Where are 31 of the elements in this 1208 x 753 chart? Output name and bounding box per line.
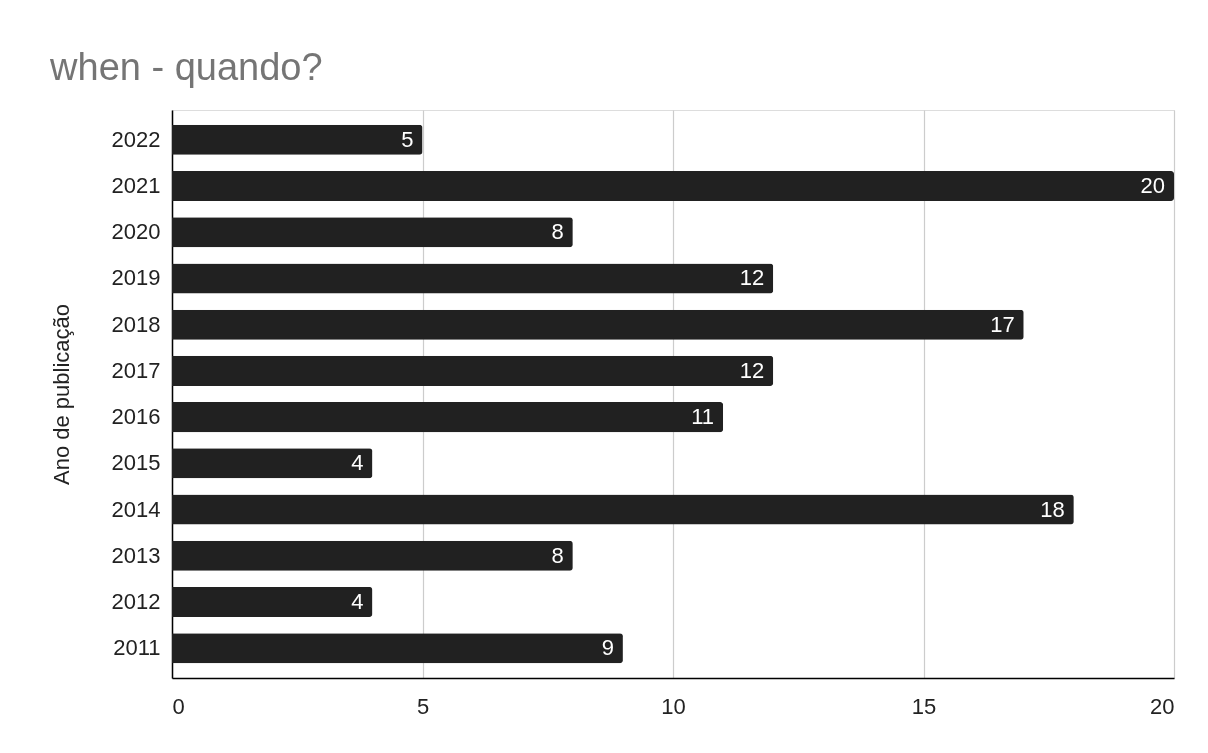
data-label: 11 [691, 404, 715, 430]
y-tick-label: 2021 [111, 173, 161, 199]
data-label: 4 [351, 450, 364, 476]
y-tick-label: 2012 [111, 588, 161, 614]
y-tick-label: 2018 [111, 311, 161, 337]
y-axis-title: Ano de publicação [48, 303, 74, 486]
data-label: 9 [601, 635, 614, 661]
data-label: 18 [1040, 496, 1065, 522]
data-label: 12 [739, 357, 765, 383]
chart-title: when - quando? [49, 46, 323, 88]
x-tick-label: 10 [661, 693, 686, 719]
data-label: 20 [1140, 173, 1165, 199]
data-label: 4 [351, 588, 364, 614]
x-tick-label: 5 [416, 693, 430, 719]
data-label: 17 [990, 311, 1015, 337]
y-tick-label: 2016 [111, 404, 161, 430]
data-label: 5 [401, 126, 414, 152]
x-tick-label: 15 [911, 693, 937, 719]
y-tick-label: 2020 [111, 219, 161, 245]
y-tick-label: 2013 [111, 542, 161, 568]
x-tick-label: 0 [172, 693, 185, 719]
y-tick-label: 2015 [111, 450, 161, 476]
y-tick-label: 2017 [111, 357, 161, 383]
y-tick-label: 2019 [111, 265, 161, 291]
x-tick-label: 20 [1150, 693, 1175, 719]
y-tick-label: 2014 [111, 496, 161, 522]
y-tick-label: 2022 [111, 126, 161, 152]
y-tick-label: 2011 [113, 635, 161, 661]
data-label: 12 [739, 265, 765, 291]
data-label: 8 [551, 219, 564, 245]
data-label: 8 [551, 542, 564, 568]
